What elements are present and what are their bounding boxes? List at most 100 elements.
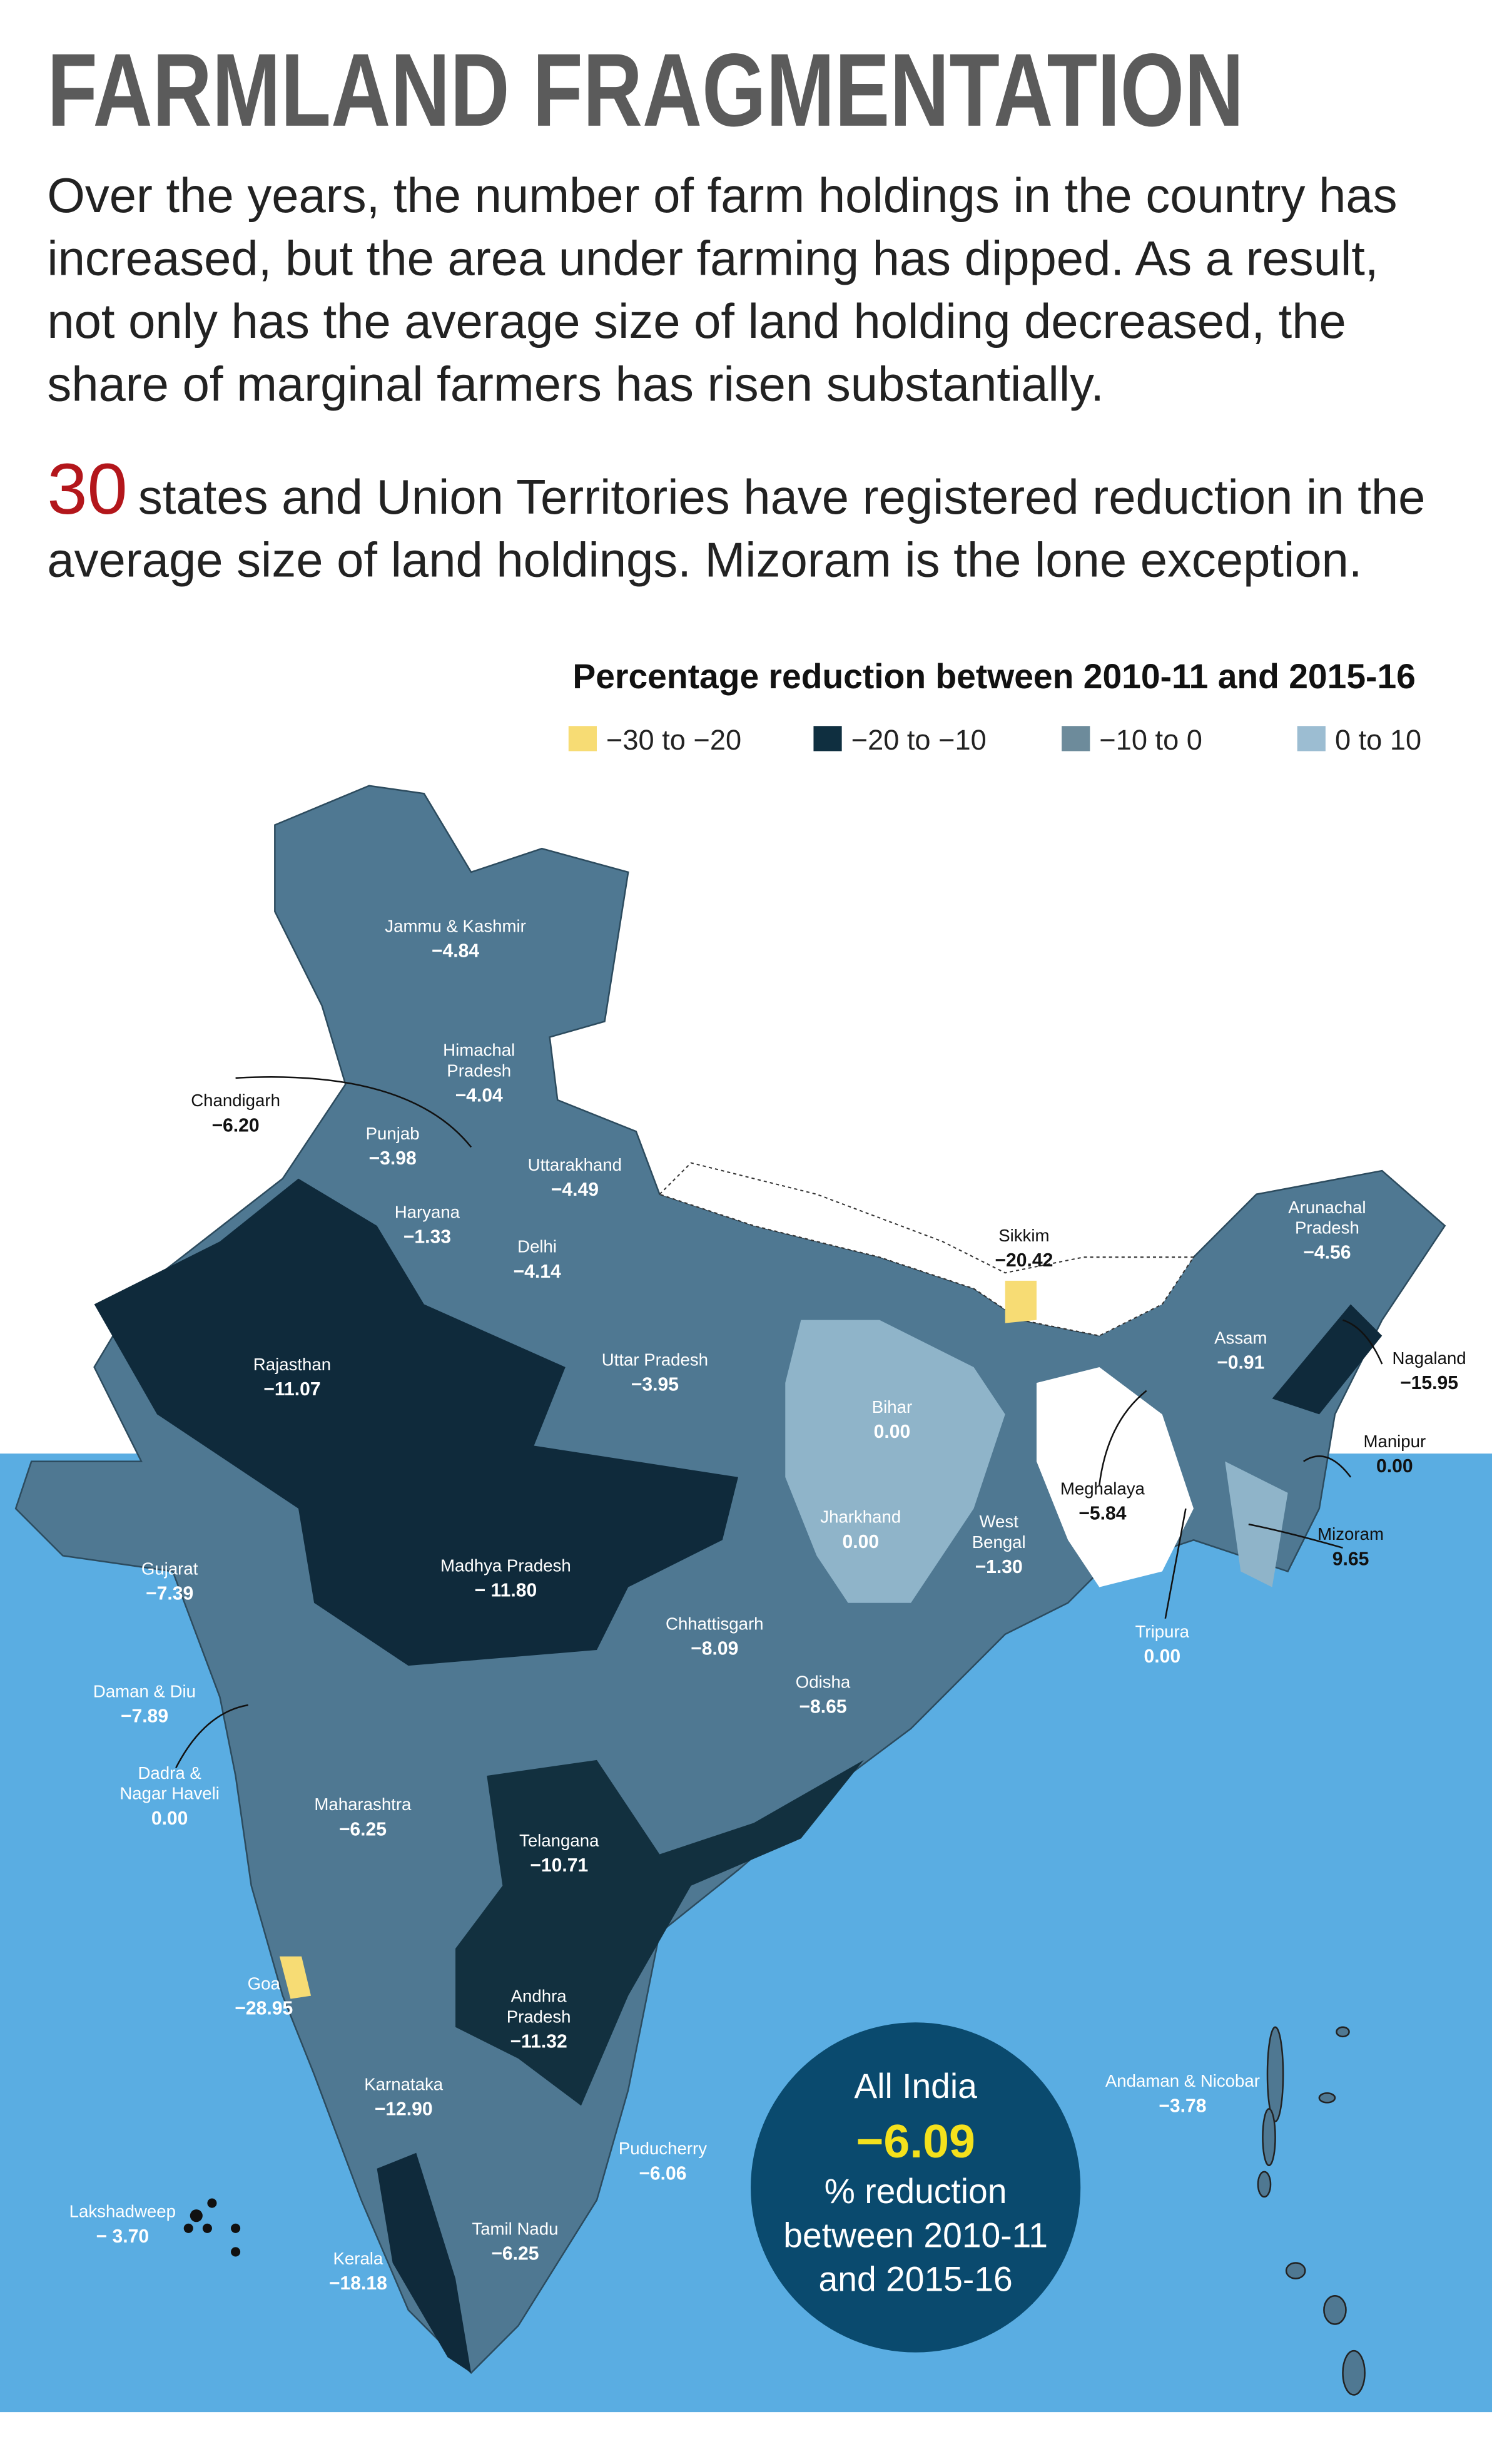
- state-name: Pradesh: [507, 2007, 571, 2026]
- state-value: 0.00: [151, 1808, 188, 1829]
- state-name: Uttarakhand: [528, 1155, 622, 1174]
- state-value: 0.00: [1376, 1456, 1413, 1477]
- region-yellow: [279, 1956, 312, 1999]
- state-name: Meghalaya: [1060, 1479, 1145, 1498]
- legend-swatch: [568, 726, 597, 751]
- legend-label: 0 to 10: [1335, 724, 1421, 756]
- state-name: Bihar: [872, 1397, 912, 1417]
- state-name: Haryana: [395, 1202, 460, 1221]
- intro-line: not only has the average size of land ho…: [47, 295, 1346, 349]
- andaman-islands: [1257, 2026, 1366, 2396]
- summary-line: between 2010-11: [783, 2216, 1048, 2254]
- state-name: Manipur: [1363, 1432, 1426, 1451]
- india-land: [14, 785, 1446, 2375]
- legend-title: Percentage reduction between 2010-11 and…: [572, 657, 1415, 696]
- state-name: Assam: [1214, 1328, 1267, 1347]
- state-value: −0.91: [1217, 1352, 1264, 1373]
- state-value: 9.65: [1332, 1549, 1369, 1569]
- state-name: Jammu & Kashmir: [385, 916, 525, 935]
- region-yellow: [1005, 1280, 1037, 1323]
- state-value: −8.65: [799, 1697, 846, 1718]
- state-value: −3.78: [1159, 2095, 1206, 2116]
- state-name: Telangana: [519, 1831, 599, 1850]
- state-name: Pradesh: [1295, 1218, 1359, 1238]
- state-name: Mizoram: [1317, 1524, 1384, 1544]
- state-value: −6.20: [211, 1115, 259, 1136]
- state-name: Himachal: [443, 1041, 515, 1060]
- state-value: −4.84: [432, 940, 479, 961]
- state-name: Arunachal: [1288, 1198, 1366, 1217]
- state-value: −20.42: [995, 1250, 1053, 1271]
- state-name: Sikkim: [998, 1226, 1049, 1245]
- state-name: Puducherry: [619, 2139, 707, 2158]
- legend-swatch: [813, 726, 842, 751]
- intro-line: increased, but the area under farming ha…: [47, 232, 1378, 285]
- state-name: Uttar Pradesh: [602, 1350, 708, 1369]
- intro-line: Over the years, the number of farm holdi…: [47, 169, 1397, 223]
- state-value: 0.00: [1144, 1646, 1180, 1667]
- state-value: −11.32: [510, 2031, 567, 2052]
- state-value: −15.95: [1400, 1373, 1458, 1393]
- state-value: −4.04: [455, 1086, 503, 1106]
- state-name: Jharkhand: [820, 1507, 901, 1527]
- region-dark: [455, 1759, 864, 2106]
- legend-label: −30 to −20: [606, 724, 741, 756]
- region-dark: [94, 1178, 738, 1666]
- state-value: −4.14: [513, 1261, 561, 1282]
- state-name: Andhra: [511, 1987, 567, 2006]
- state-name: Rajasthan: [253, 1355, 331, 1374]
- state-value: −5.84: [1078, 1504, 1126, 1524]
- state-value: −3.95: [631, 1375, 679, 1395]
- state-value: 0.00: [842, 1532, 879, 1552]
- state-name: Daman & Diu: [93, 1681, 196, 1701]
- legend-label: −10 to 0: [1099, 724, 1202, 756]
- summary-line: and 2015-16: [819, 2260, 1013, 2299]
- region-dark: [377, 2152, 472, 2373]
- summary-line: % reduction: [825, 2172, 1007, 2211]
- source: Source: Agriculture Census 2015-16 relea…: [47, 2419, 1097, 2445]
- state-value: −4.49: [551, 1179, 599, 1200]
- state-name: Lakshadweep: [69, 2202, 176, 2221]
- state-name: Maharashtra: [314, 1795, 412, 1814]
- legend-swatch: [1062, 726, 1090, 751]
- summary-value: −6.09: [856, 2115, 975, 2167]
- state-value: − 3.70: [96, 2226, 150, 2247]
- state-value: −10.71: [530, 1855, 588, 1876]
- state-name: Chandigarh: [191, 1091, 280, 1110]
- state-value: −12.90: [375, 2099, 433, 2119]
- state-value: −8.09: [691, 1639, 738, 1659]
- state-value: −28.95: [235, 1998, 293, 2019]
- legend-swatch: [1297, 726, 1326, 751]
- leader-lines: [175, 1076, 1383, 1768]
- state-name: Nagaland: [1392, 1348, 1466, 1368]
- state-name: Chhattisgarh: [666, 1614, 764, 1633]
- summary-label: All India: [854, 2067, 977, 2105]
- state-name: Madhya Pradesh: [440, 1555, 571, 1575]
- state-value: −7.39: [146, 1584, 193, 1604]
- state-name: Goa: [248, 1974, 281, 1993]
- state-name: Bengal: [972, 1532, 1026, 1552]
- title: FARMLAND FRAGMENTATION: [47, 33, 1244, 148]
- lakshadweep-islands: [183, 2198, 241, 2257]
- bangladesh: [1036, 1367, 1194, 1587]
- state-value: −6.25: [491, 2244, 539, 2264]
- state-name: Nagar Haveli: [119, 1784, 220, 1803]
- state-value: −1.30: [975, 1557, 1023, 1577]
- state-name: Karnataka: [364, 2074, 443, 2094]
- state-value: −4.56: [1303, 1243, 1351, 1263]
- state-name: Pradesh: [447, 1061, 511, 1080]
- state-value: −18.18: [329, 2273, 387, 2294]
- state-name: Dadra &: [138, 1763, 201, 1783]
- nepal: [658, 1162, 1195, 1336]
- state-name: Tripura: [1135, 1622, 1190, 1641]
- region-light: [1225, 1461, 1288, 1587]
- state-name: Odisha: [796, 1672, 851, 1691]
- state-value: −6.25: [339, 1819, 387, 1840]
- state-name: Delhi: [517, 1237, 557, 1256]
- highlight-number: 30: [47, 449, 127, 529]
- highlight-line: average size of land holdings. Mizoram i…: [47, 534, 1362, 588]
- region-light: [785, 1320, 1005, 1603]
- intro-line: share of marginal farmers has risen subs…: [47, 357, 1104, 411]
- state-value: −3.98: [369, 1148, 417, 1169]
